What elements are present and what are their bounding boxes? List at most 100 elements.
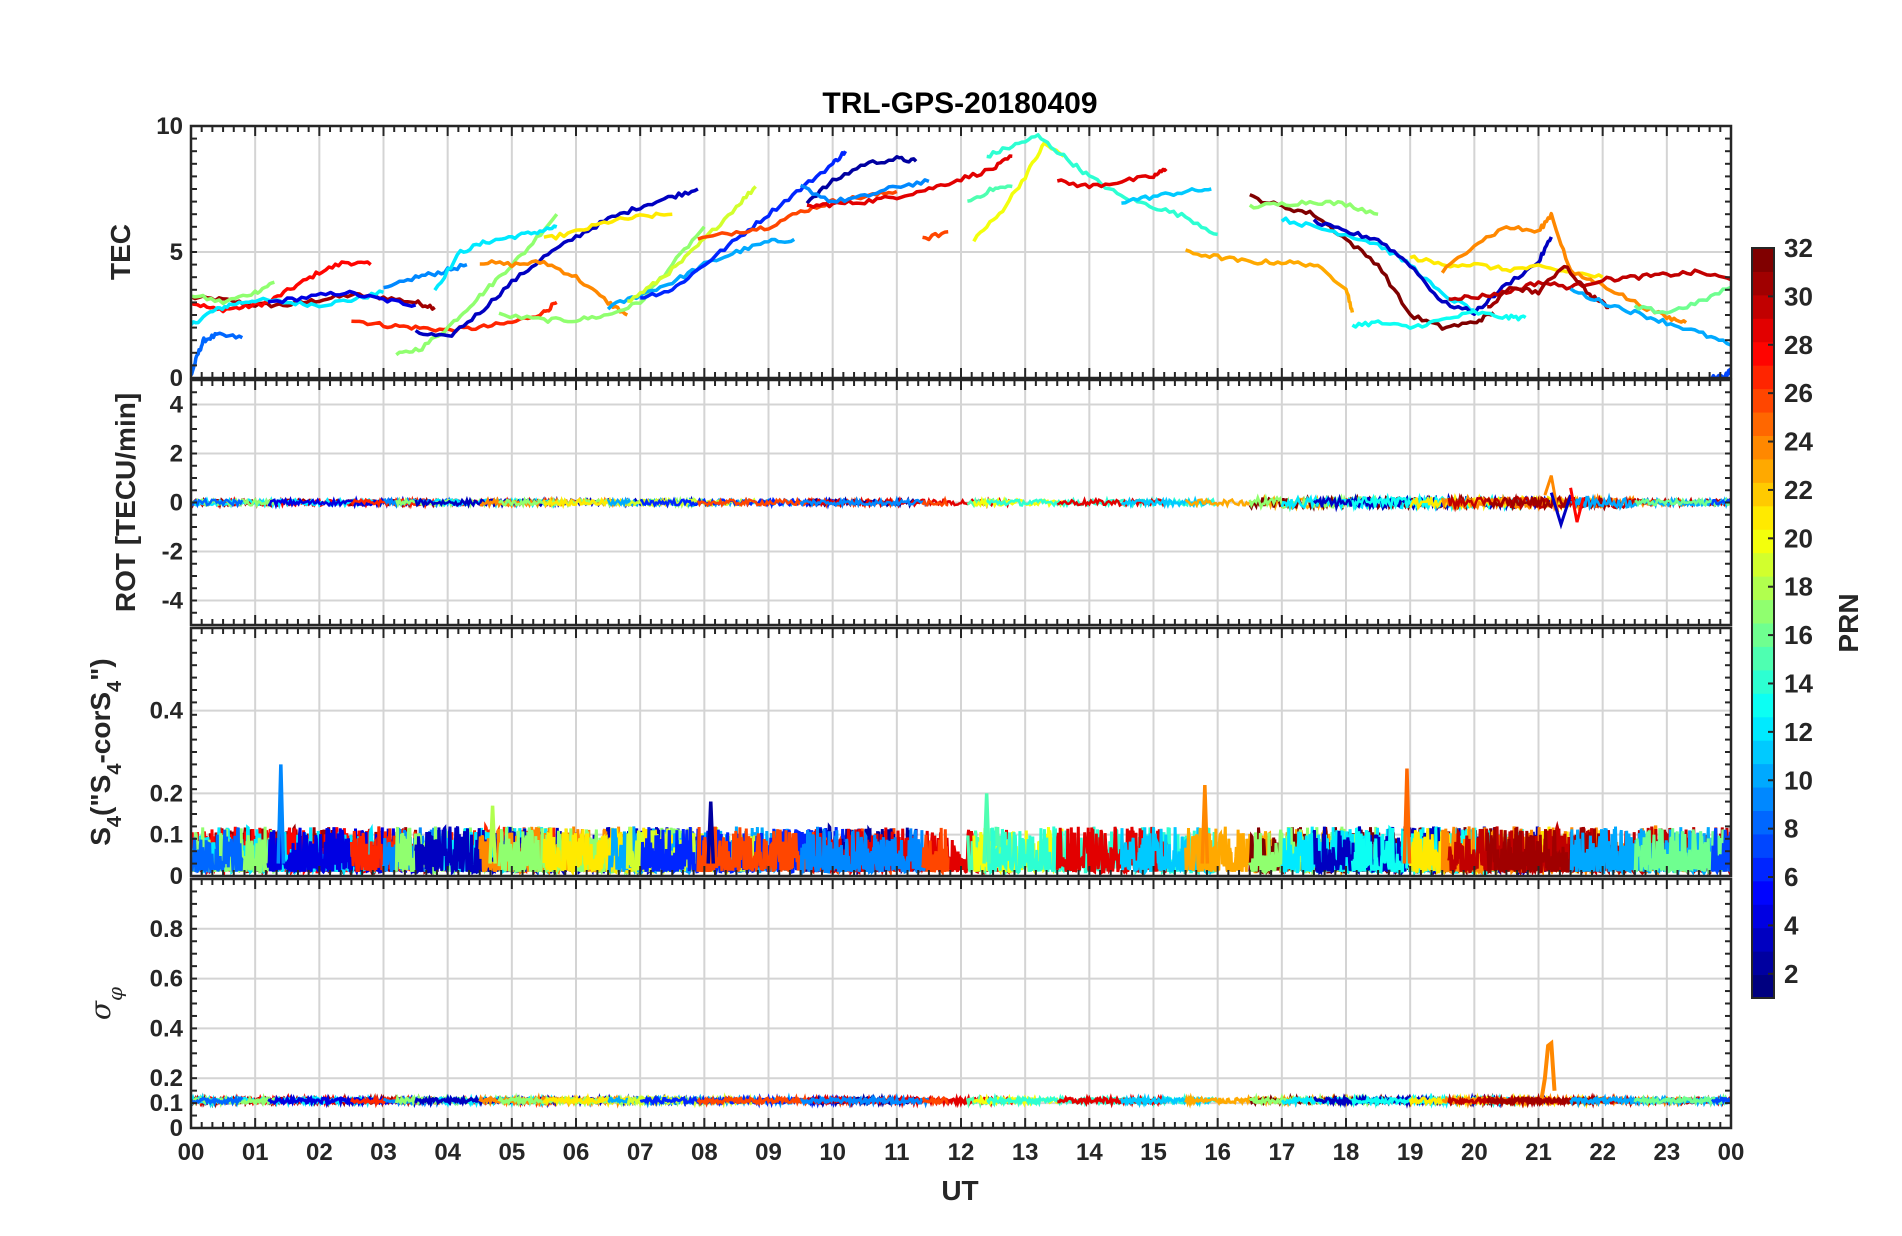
sigma-series-line [191, 1094, 244, 1107]
sigma-series-line [1710, 1096, 1731, 1106]
colorbar-segment [1752, 880, 1774, 905]
s4-spike [276, 764, 286, 864]
s4-spike [488, 805, 497, 864]
panel-sigma-data [191, 1039, 1731, 1109]
colorbar-segment [1752, 763, 1774, 788]
y-axis-label-tec: TEC [105, 224, 136, 280]
y-tick-label: -2 [162, 539, 183, 566]
colorbar-tick-label: 26 [1784, 378, 1813, 408]
s4-series-line [799, 826, 931, 876]
colorbar-segment [1752, 857, 1774, 882]
tec-series-line [1351, 309, 1527, 330]
sigma-spike [1539, 1039, 1557, 1099]
colorbar-segment [1752, 833, 1774, 858]
colorbar-tick-label: 20 [1784, 523, 1813, 553]
y-tick-label: 2 [170, 441, 183, 468]
sigma-series-line [921, 1095, 949, 1107]
colorbar-segment [1752, 412, 1774, 436]
tec-series-line [383, 262, 468, 290]
tec-series-line [627, 185, 757, 303]
s4-spike [1402, 768, 1412, 864]
x-tick-label: 21 [1525, 1139, 1552, 1166]
colorbar-tick-label: 30 [1784, 281, 1813, 311]
colorbar-segment [1752, 927, 1774, 952]
x-tick-label: 08 [691, 1139, 718, 1166]
s4-series-line [1710, 827, 1731, 876]
colorbar-segment [1752, 458, 1774, 483]
colorbar-tick-label: 28 [1784, 330, 1813, 360]
y-tick-label: 10 [156, 113, 183, 140]
x-tick-label: 06 [563, 1139, 590, 1166]
x-tick-label: 17 [1268, 1139, 1295, 1166]
tec-series-line [1121, 187, 1212, 205]
colorbar-segment [1752, 669, 1774, 694]
panel-rot-data [191, 475, 1731, 530]
colorbar-tick-label: 16 [1784, 620, 1813, 650]
colorbar-segment [1752, 271, 1774, 296]
y-tick-label: 0.1 [150, 822, 183, 849]
tec-series-line [191, 291, 436, 311]
colorbar-tick-label: 32 [1784, 233, 1813, 263]
y-axis-label-rot: ROT [TECU/min] [110, 393, 141, 612]
colorbar-segment [1752, 294, 1774, 319]
s4-spike [1200, 785, 1210, 864]
y-tick-label: 0 [170, 490, 183, 517]
y-tick-label: 0.2 [150, 1065, 183, 1092]
y-axis-label-s4: S4("S4-corS4") [85, 658, 126, 846]
s4-spike [982, 793, 991, 864]
x-tick-label: 15 [1140, 1139, 1167, 1166]
colorbar-frame [1751, 247, 1775, 999]
colorbar-tick-label: 4 [1784, 910, 1799, 940]
colorbar-segment [1752, 716, 1774, 741]
y-tick-label: 0 [170, 863, 183, 890]
x-tick-label: 02 [306, 1139, 333, 1166]
tec-series-line [805, 155, 918, 205]
colorbar-segment [1752, 693, 1774, 718]
grid-layer [191, 126, 1731, 1128]
x-tick-label: 20 [1461, 1139, 1488, 1166]
x-tick-label: 11 [884, 1139, 909, 1166]
tec-series-line [479, 259, 629, 317]
x-tick-label: 04 [434, 1139, 461, 1166]
colorbar-segment [1752, 388, 1774, 413]
colorbar-segment [1752, 646, 1774, 671]
panel-s4-data [191, 764, 1731, 876]
tec-series-line [395, 213, 559, 357]
s4-series-line [921, 827, 950, 876]
colorbar-segment [1752, 435, 1774, 460]
panel-tec-data [191, 133, 1731, 378]
colorbar-tick-label: 14 [1784, 668, 1813, 698]
x-tick-label: 00 [178, 1139, 205, 1166]
tec-series-line [1249, 193, 1495, 331]
tec-series-line [1056, 167, 1168, 190]
colorbar-segment [1752, 318, 1774, 343]
colorbar-tick-label: 22 [1784, 475, 1813, 505]
tec-series-line [1248, 199, 1379, 216]
x-tick-label: 22 [1589, 1139, 1616, 1166]
colorbar-segment [1752, 552, 1774, 577]
y-axis-label-sigma: σφ [84, 987, 127, 1020]
tec-series-line [640, 150, 848, 300]
x-tick-label: 05 [498, 1139, 525, 1166]
colorbar-segment [1752, 904, 1774, 929]
colorbar-segment [1752, 529, 1774, 554]
colorbar-segment [1752, 365, 1774, 390]
colorbar-segment [1752, 505, 1774, 530]
colorbar-segment [1752, 740, 1774, 765]
tec-series-line [433, 224, 558, 292]
tec-series-line [1569, 287, 1731, 347]
tec-series-line [986, 133, 1218, 237]
colorbar-segment [1752, 341, 1774, 366]
y-tick-label: 0 [170, 365, 183, 392]
colorbar-segment [1752, 482, 1774, 507]
y-tick-label: 0 [170, 1115, 183, 1142]
colorbar-segment [1752, 623, 1774, 647]
y-tick-label: 5 [170, 239, 183, 266]
rot-spike [1569, 487, 1585, 523]
x-axis-label: UT [941, 1175, 978, 1206]
rot-series-line [191, 497, 244, 509]
rot-series-line [799, 495, 930, 510]
